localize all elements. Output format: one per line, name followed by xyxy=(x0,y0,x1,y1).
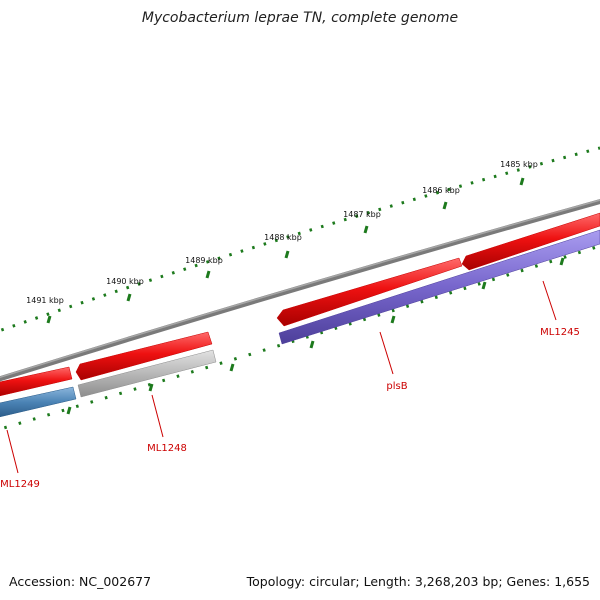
ruler-minor-tick xyxy=(390,315,396,324)
ruler-minor-tick xyxy=(148,383,154,392)
gene-forward-block[interactable] xyxy=(75,331,213,381)
gene-label-ml1249[interactable]: ML1249 xyxy=(0,479,40,490)
ruler-major-tick xyxy=(126,293,132,302)
gene-reverse-plsb-block[interactable] xyxy=(278,229,600,345)
ruler-major-tick xyxy=(46,315,52,324)
ruler-label: 1486 kbp xyxy=(422,186,460,195)
ruler-major-tick xyxy=(519,177,525,186)
accession-text: Accession: NC_002677 xyxy=(9,574,152,589)
gene-reverse-ml1249-block[interactable] xyxy=(0,386,77,418)
gene-label-leader xyxy=(6,429,19,474)
ruler-major-tick xyxy=(442,201,448,210)
map-title: Mycobacterium leprae TN, complete genome xyxy=(142,10,458,26)
genome-backbone-highlight xyxy=(0,199,600,379)
gene-label-leader xyxy=(379,331,394,375)
ruler-minor-tick xyxy=(309,340,315,349)
ruler-inner-major-ticks xyxy=(66,257,565,415)
ruler-minor-tick xyxy=(229,363,235,372)
ruler-major-tick xyxy=(363,225,369,234)
gene-label-plsb[interactable]: plsB xyxy=(386,381,407,392)
gene-label-leader xyxy=(151,394,164,438)
ruler-minor-tick xyxy=(66,406,72,415)
ruler-label: 1488 kbp xyxy=(264,233,302,242)
gene-forward-ml1245-block[interactable] xyxy=(461,212,600,271)
ruler-label: 1490 kbp xyxy=(106,277,144,286)
ruler-major-tick xyxy=(205,270,211,279)
ruler-label: 1485 kbp xyxy=(500,160,538,169)
gene-forward-block[interactable] xyxy=(0,366,73,397)
gene-forward-block[interactable] xyxy=(276,257,463,327)
ruler-label: 1489 kbp xyxy=(185,256,223,265)
ruler-label: 1487 kbp xyxy=(343,210,381,219)
gene-label-ml1245[interactable]: ML1245 xyxy=(540,327,580,338)
gene-label-leader xyxy=(542,280,557,321)
gene-label-ml1248[interactable]: ML1248 xyxy=(147,443,187,454)
ruler-inner-ticks xyxy=(0,244,600,431)
ruler-major-tick xyxy=(284,250,290,259)
genome-summary-text: Topology: circular; Length: 3,268,203 bp… xyxy=(246,574,590,589)
gene-reverse-ml1248-block[interactable] xyxy=(77,349,217,398)
ruler-major-ticks xyxy=(46,177,525,324)
ruler-label: 1491 kbp xyxy=(26,296,64,305)
ruler-minor-tick xyxy=(559,257,565,266)
ruler-minor-tick xyxy=(481,281,487,290)
genome-backbone xyxy=(0,198,600,382)
